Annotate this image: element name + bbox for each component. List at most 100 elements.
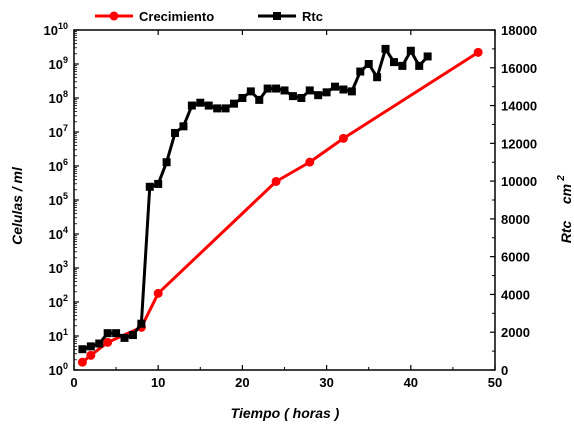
data-point-rtc [364,60,373,68]
y-left-tick-exponent: 3 [63,259,68,269]
data-point-rtc [95,339,104,348]
data-point-rtc [263,84,272,93]
y-left-tick-base: 10 [49,125,63,140]
y-left-tick-exponent: 9 [63,55,68,65]
data-point-rtc [238,94,247,102]
data-point-rtc [187,101,196,110]
data-point-rtc [272,84,281,93]
y-left-tick-label: 100 [49,361,68,378]
y-right-tick-label: 6000 [501,250,530,265]
x-tick-label: 30 [319,375,333,390]
data-point-rtc [339,85,348,94]
data-point-rtc [229,99,238,108]
data-point-rtc [297,94,306,102]
y-left-tick-base: 10 [49,91,63,106]
y-right-axis-title: Rtc [558,221,574,244]
x-tick-label: 0 [70,375,77,390]
axes: 0 10 20 30 40 5010010110210310410510610710810… [44,21,538,390]
data-point-rtc [171,128,180,137]
y-left-tick-exponent: 10 [58,21,68,31]
data-point-rtc [221,104,230,113]
data-point-rtc [78,345,87,354]
data-point-rtc [179,122,188,131]
data-point-rtc [154,179,163,188]
y-left-tick-base: 10 [49,193,63,208]
y-left-tick-label: 102 [49,293,68,310]
y-right-tick-label: 16000 [501,61,537,76]
data-point-rtc [112,329,121,338]
x-axis-title: Tiempo ( horas ) [231,405,340,421]
y-right-tick-label: 12000 [501,136,537,151]
x-tick-label: 20 [235,375,249,390]
y-left-tick-exponent: 2 [63,293,68,303]
y-right-tick-label: 8000 [501,212,530,227]
data-point-rtc [255,95,264,104]
legend-marker-rtc [273,12,281,20]
data-point-rtc [347,87,356,96]
x-tick-label: 10 [151,375,165,390]
y-left-tick-exponent: 1 [63,327,68,337]
data-point-rtc [213,104,222,113]
legend: Crecimiento Rtc [95,9,323,24]
data-point-rtc [389,58,398,67]
data-point-crecimiento [86,350,96,360]
y-left-tick-label: 107 [49,123,68,140]
data-point-rtc [86,342,95,351]
y-left-tick-exponent: 7 [63,123,68,133]
legend-marker-crecimiento [109,11,119,21]
y-left-tick-base: 10 [49,227,63,242]
data-point-rtc [128,331,137,340]
data-point-rtc [398,61,407,70]
y-left-tick-label: 106 [49,157,68,174]
x-tick-label: 50 [488,375,502,390]
y-left-tick-exponent: 8 [63,89,68,99]
y-left-tick-base: 10 [49,57,63,72]
data-point-crecimiento [338,133,348,143]
y-left-tick-base: 10 [49,261,63,276]
y-right-axis-unit-exponent: 2 [556,175,567,182]
y-right-tick-label: 0 [501,363,508,378]
y-right-tick-label: 4000 [501,287,530,302]
y-left-tick-exponent: 0 [63,361,68,371]
y-left-tick-label: 108 [49,89,68,106]
data-point-rtc [162,158,171,167]
y-left-tick-exponent: 4 [63,225,68,235]
y-left-tick-base: 10 [49,295,63,310]
data-point-rtc [280,86,289,95]
y-left-tick-label: 103 [49,259,68,276]
y-right-tick-label: 10000 [501,174,537,189]
y-left-tick-base: 10 [44,23,58,38]
legend-label-rtc: Rtc [302,9,323,24]
y-right-tick-label: 2000 [501,325,530,340]
data-point-rtc [204,101,213,110]
y-left-tick-base: 10 [49,159,63,174]
y-right-tick-label: 14000 [501,99,537,114]
y-right-tick-label: 18000 [501,23,537,38]
y-right-axis-unit: cm [558,184,574,204]
series-line-rtc [81,47,429,351]
data-point-rtc [196,98,205,107]
data-point-rtc [120,333,129,342]
data-point-rtc [423,52,432,61]
data-point-rtc [381,44,390,53]
data-point-rtc [288,92,297,101]
data-point-crecimiento [77,357,87,367]
data-point-crecimiento [473,47,483,57]
data-point-rtc [406,46,415,55]
data-point-rtc [103,329,112,338]
data-point-rtc [322,88,331,97]
data-point-rtc [415,61,424,70]
y-left-tick-exponent: 5 [63,191,68,201]
data-point-crecimiento [271,177,281,187]
y-left-tick-base: 10 [49,363,63,378]
data-point-rtc [373,73,382,82]
data-point-rtc [246,87,255,96]
data-point-rtc [331,82,340,91]
y-left-tick-exponent: 6 [63,157,68,167]
y-left-tick-label: 101 [49,327,68,344]
y-left-axis-title: Celulas / ml [9,166,25,245]
data-point-rtc [356,67,365,76]
data-point-rtc [137,319,146,328]
data-point-crecimiento [305,157,315,167]
